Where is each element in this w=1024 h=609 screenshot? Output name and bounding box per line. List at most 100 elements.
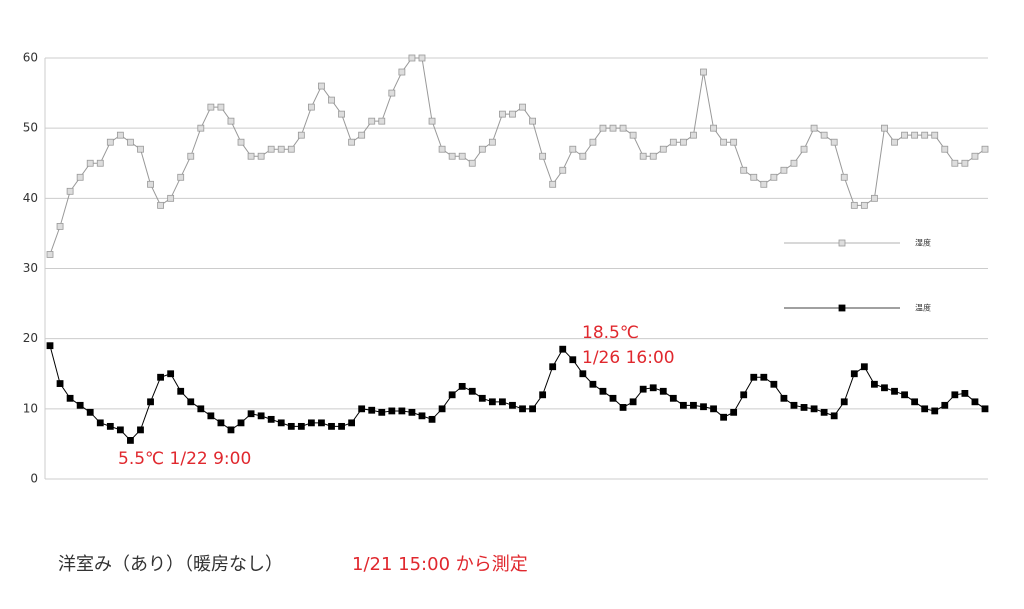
marker — [438, 405, 446, 413]
marker — [599, 124, 607, 132]
marker — [780, 166, 788, 174]
marker — [669, 138, 677, 146]
marker — [559, 166, 567, 174]
marker — [760, 373, 768, 381]
marker — [700, 68, 707, 76]
marker — [589, 380, 597, 388]
marker — [529, 405, 536, 413]
y-tick-label: 50 — [23, 121, 38, 135]
marker — [257, 152, 265, 160]
marker — [197, 124, 205, 132]
marker — [690, 401, 697, 409]
marker — [348, 138, 356, 146]
marker — [710, 124, 717, 132]
marker — [127, 437, 134, 444]
marker — [76, 173, 84, 181]
marker — [659, 387, 667, 395]
marker — [398, 407, 406, 415]
marker — [398, 68, 406, 76]
marker — [679, 401, 687, 409]
legend-marker — [838, 304, 846, 312]
series-line — [49, 345, 986, 442]
marker — [207, 412, 215, 420]
y-tick-label: 30 — [23, 261, 38, 275]
marker — [901, 131, 908, 139]
marker — [961, 389, 969, 397]
marker — [750, 173, 758, 181]
marker — [509, 110, 516, 118]
marker — [780, 394, 788, 402]
y-tick-label: 40 — [23, 191, 38, 205]
marker — [287, 145, 295, 153]
marker — [217, 103, 225, 111]
marker — [750, 373, 758, 381]
marker — [96, 159, 104, 167]
marker — [871, 194, 878, 202]
marker — [277, 145, 285, 153]
y-tick-label: 60 — [23, 51, 38, 65]
marker — [810, 405, 818, 413]
marker — [891, 387, 898, 395]
legend-label: 温度 — [915, 303, 931, 313]
marker — [297, 422, 305, 430]
marker — [951, 391, 959, 399]
y-tick-label: 0 — [30, 472, 38, 486]
marker — [388, 89, 396, 97]
marker — [86, 408, 94, 416]
marker — [599, 387, 607, 395]
marker — [509, 401, 516, 409]
marker — [307, 103, 315, 111]
marker — [679, 138, 687, 146]
marker — [318, 82, 325, 90]
marker — [96, 419, 104, 427]
marker — [981, 405, 989, 413]
marker — [277, 419, 285, 427]
marker — [448, 391, 456, 399]
marker — [911, 398, 919, 406]
marker — [579, 370, 587, 378]
marker — [740, 391, 748, 399]
marker — [619, 404, 627, 411]
marker — [951, 159, 959, 167]
marker — [559, 345, 567, 353]
marker — [740, 166, 748, 174]
marker — [418, 412, 426, 420]
marker — [649, 152, 657, 160]
marker — [307, 419, 315, 427]
marker — [66, 187, 74, 195]
marker — [237, 419, 245, 427]
marker — [478, 394, 486, 402]
note: 1/21 15:00 から測定 — [352, 554, 528, 575]
marker — [710, 405, 717, 413]
marker — [488, 398, 496, 406]
marker — [227, 117, 235, 125]
marker — [106, 422, 114, 430]
annotation: 18.5℃ — [582, 323, 639, 343]
annotation: 5.5℃ 1/22 9:00 — [118, 449, 251, 469]
marker — [720, 413, 728, 421]
marker — [358, 131, 366, 139]
marker — [338, 422, 345, 430]
y-tick-label: 10 — [23, 401, 38, 415]
marker — [127, 138, 134, 146]
marker — [850, 201, 858, 209]
marker — [448, 152, 456, 160]
marker — [629, 398, 637, 406]
marker — [539, 152, 547, 160]
marker — [408, 408, 416, 416]
marker — [921, 405, 929, 413]
marker — [639, 385, 647, 393]
marker — [297, 131, 305, 139]
marker — [267, 415, 275, 423]
marker — [116, 426, 124, 434]
marker — [358, 405, 366, 413]
marker — [619, 124, 627, 132]
marker — [348, 419, 356, 427]
marker — [137, 145, 144, 153]
marker — [810, 124, 818, 132]
marker — [468, 387, 476, 395]
marker — [850, 370, 858, 378]
marker — [971, 398, 979, 406]
marker — [478, 145, 486, 153]
